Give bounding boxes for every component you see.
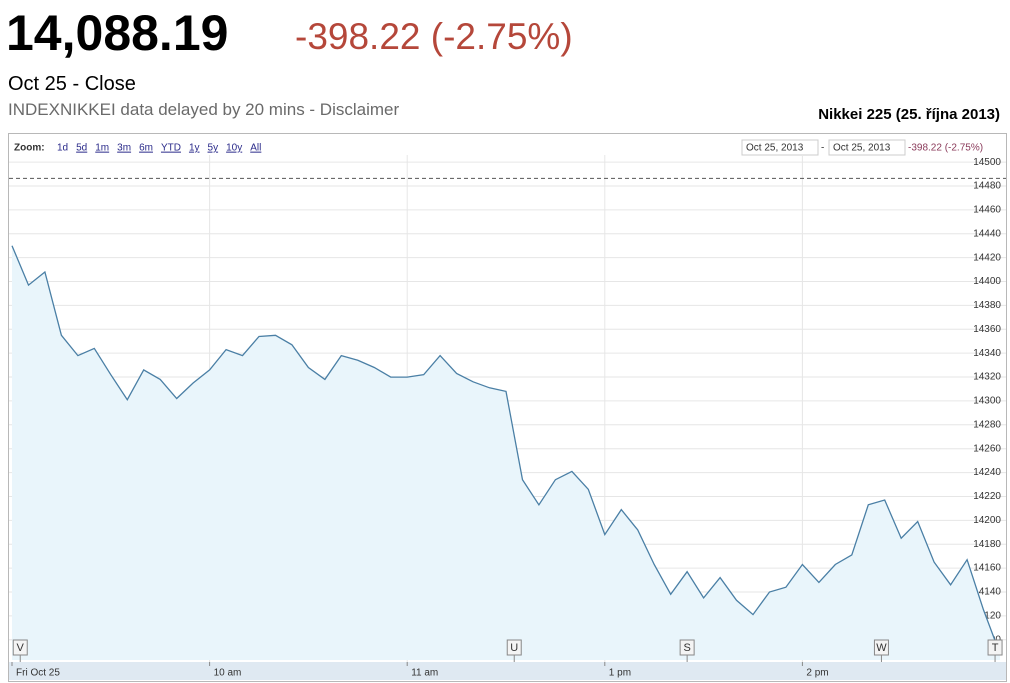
y-tick-label: 14500 bbox=[973, 157, 1001, 168]
y-tick-label: 14320 bbox=[973, 372, 1001, 383]
date-to[interactable]: Oct 25, 2013 bbox=[833, 143, 891, 154]
y-tick-label: 14240 bbox=[973, 467, 1001, 478]
y-tick-label: 14480 bbox=[973, 181, 1001, 192]
flag-label[interactable]: T bbox=[992, 642, 999, 654]
zoom-option[interactable]: 10y bbox=[226, 143, 242, 154]
y-tick-label: 14140 bbox=[973, 587, 1001, 598]
y-tick-label: 14420 bbox=[973, 252, 1001, 263]
price-line bbox=[11, 245, 1001, 655]
zoom-option[interactable]: 1d bbox=[57, 143, 68, 154]
flag[interactable] bbox=[506, 639, 522, 656]
price-area bbox=[12, 245, 1000, 660]
y-tick-label: 14200 bbox=[973, 515, 1001, 526]
flag-label[interactable]: V bbox=[17, 642, 25, 654]
zoom-option[interactable]: 1y bbox=[189, 143, 200, 154]
zoom-option[interactable]: 5d bbox=[76, 143, 87, 154]
y-tick-label: 14160 bbox=[973, 563, 1001, 574]
y-tick-label: 14180 bbox=[973, 539, 1001, 550]
x-tick-label: 2 pm bbox=[806, 668, 828, 679]
flag-label[interactable]: S bbox=[683, 642, 690, 654]
x-tick-label: 1 pm bbox=[609, 668, 631, 679]
y-tick-label: 14220 bbox=[973, 491, 1001, 502]
flag[interactable] bbox=[12, 639, 28, 656]
status: Oct 25 - Close bbox=[8, 73, 136, 95]
y-tick-label: 14440 bbox=[973, 228, 1001, 239]
zoom-option[interactable]: 3m bbox=[117, 143, 131, 154]
y-tick-label: 14360 bbox=[973, 324, 1001, 335]
date-from[interactable]: Oct 25, 2013 bbox=[746, 143, 804, 154]
y-tick-label: 14300 bbox=[973, 396, 1001, 407]
y-tick-label: 14280 bbox=[973, 419, 1001, 430]
y-tick-label: 14460 bbox=[973, 205, 1001, 216]
y-tick-label: 14120 bbox=[973, 610, 1001, 621]
zoom-option[interactable]: 5y bbox=[208, 143, 219, 154]
delay-note[interactable]: INDEXNIKKEI data delayed by 20 mins - Di… bbox=[8, 100, 400, 119]
range-change: -398.22 (-2.75%) bbox=[908, 143, 983, 154]
zoom-label: Zoom: bbox=[14, 143, 45, 154]
flag[interactable] bbox=[873, 639, 889, 656]
flag-label[interactable]: W bbox=[876, 642, 887, 654]
flag-label[interactable]: U bbox=[510, 642, 518, 654]
y-tick-label: 14400 bbox=[973, 276, 1001, 287]
zoom-option[interactable]: All bbox=[250, 143, 261, 154]
price-change: -398.22 (-2.75%) bbox=[295, 16, 573, 57]
y-tick-label: 14340 bbox=[973, 348, 1001, 359]
zoom-option[interactable]: YTD bbox=[161, 143, 181, 154]
zoom-option[interactable]: 1m bbox=[95, 143, 109, 154]
chart-title: Nikkei 225 (25. října 2013) bbox=[818, 106, 1000, 123]
y-tick-label: 14260 bbox=[973, 443, 1001, 454]
x-tick-label: 10 am bbox=[214, 668, 242, 679]
x-axis-strip bbox=[9, 662, 1006, 680]
x-tick-label: Fri Oct 25 bbox=[16, 668, 60, 679]
date-box[interactable] bbox=[828, 139, 906, 156]
zoom-option[interactable]: 6m bbox=[139, 143, 153, 154]
x-tick-label: 11 am bbox=[411, 668, 438, 679]
flag[interactable] bbox=[679, 639, 695, 656]
price: 14,088.19 bbox=[6, 5, 229, 61]
date-separator: - bbox=[821, 143, 824, 154]
flag[interactable] bbox=[987, 639, 1003, 656]
date-box[interactable] bbox=[741, 139, 819, 156]
y-tick-label: 14380 bbox=[973, 300, 1001, 311]
